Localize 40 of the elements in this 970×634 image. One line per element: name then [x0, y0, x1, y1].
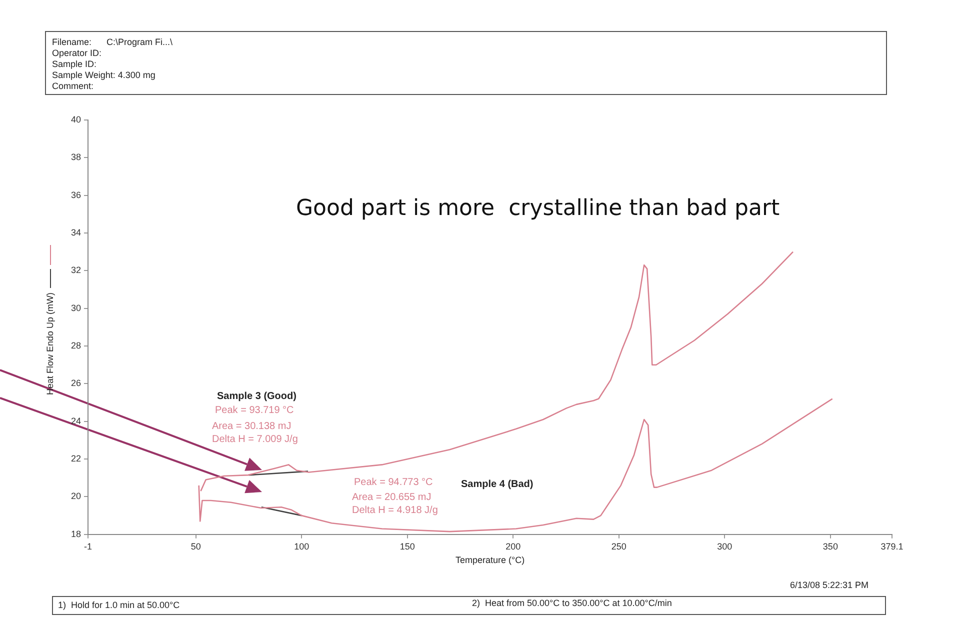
x-tick-label: 350 [822, 541, 838, 552]
annotation: Area = 20.655 mJ [352, 492, 432, 503]
annotation: Delta H = 7.009 J/g [212, 434, 298, 445]
text: Sample Weight: 4.300 mg [52, 70, 156, 80]
annotation: Good part is more crystalline than bad part [296, 196, 780, 221]
text: Sample ID: [52, 59, 97, 69]
y-tick-label: 18 [70, 528, 82, 539]
annotation: Peak = 94.773 °C [354, 477, 433, 488]
annotation: Delta H = 4.918 J/g [352, 505, 438, 516]
text: Operator ID: [52, 48, 102, 58]
x-tick-label: 300 [717, 541, 732, 552]
annotation: Peak = 93.719 °C [215, 405, 294, 416]
annotation: Area = 30.138 mJ [212, 421, 292, 432]
text: 6/13/08 5:22:31 PM [790, 580, 869, 590]
y-tick-label: 24 [70, 416, 82, 426]
annotation: Sample 3 (Good) [217, 391, 296, 402]
y-tick-label: 22 [70, 454, 82, 464]
text: 2) Heat from 50.00°C to 350.00°C at 10.00°C/min [472, 598, 672, 608]
y-axis-title: Heat Flow Endo Up (mW) [45, 292, 55, 395]
y-tick-label: 32 [70, 265, 82, 276]
text: Comment: [52, 81, 94, 91]
y-tick-label: 26 [70, 378, 82, 388]
y-tick-label: 36 [70, 190, 82, 200]
x-tick-label: 100 [294, 541, 310, 552]
x-tick-label: 50 [190, 541, 201, 552]
x-axis-title: Temperature (°C) [455, 555, 525, 566]
annotation: Sample 4 (Bad) [461, 479, 534, 490]
x-tick-label: 250 [611, 541, 626, 552]
y-tick-label: 40 [70, 114, 82, 124]
y-tick-label: 34 [70, 228, 82, 238]
text: Filename: C:\Program Fi...\ [52, 37, 173, 47]
y-tick-label: 28 [70, 340, 82, 351]
y-tick-label: 38 [70, 152, 82, 162]
x-tick-label: 150 [400, 541, 415, 552]
x-tick-label: 200 [506, 541, 521, 552]
x-tick-label: 379.1 [880, 541, 904, 552]
y-tick-label: 20 [70, 491, 82, 502]
x-tick-label: -1 [84, 541, 92, 552]
text: 1) Hold for 1.0 min at 50.00°C [58, 600, 180, 610]
y-tick-label: 30 [70, 302, 82, 313]
